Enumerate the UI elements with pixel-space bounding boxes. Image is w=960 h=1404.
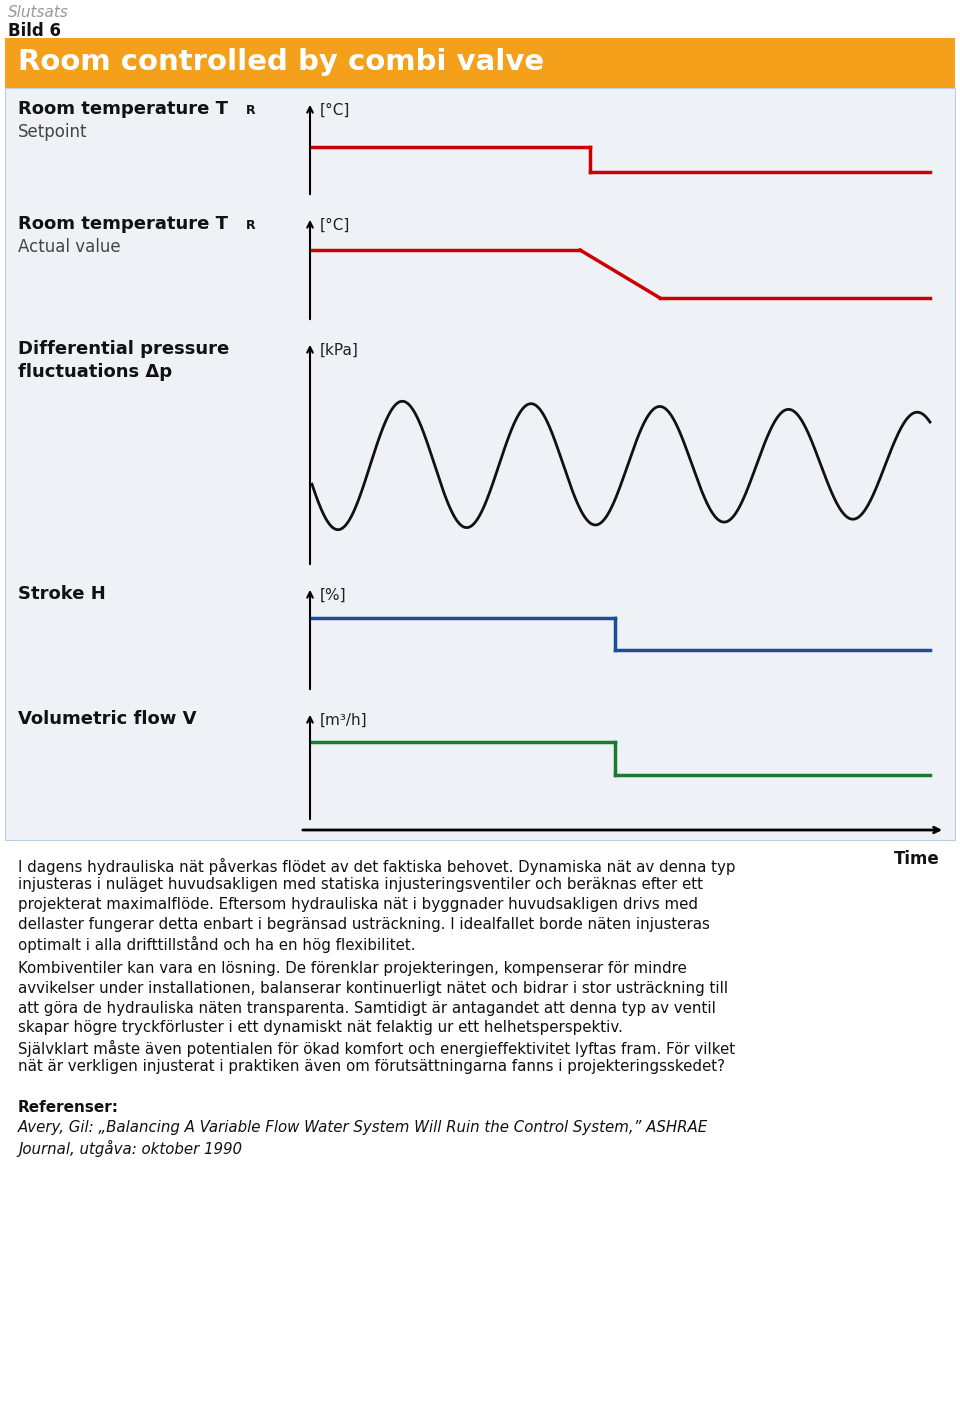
Text: optimalt i alla drifttillstånd och ha en hög flexibilitet.: optimalt i alla drifttillstånd och ha en… <box>18 936 416 953</box>
Text: skapar högre tryckförluster i ett dynamiskt nät felaktig ur ett helhetsperspekti: skapar högre tryckförluster i ett dynami… <box>18 1019 623 1035</box>
Text: Referenser:: Referenser: <box>18 1101 119 1116</box>
Text: projekterat maximalflöde. Eftersom hydrauliska nät i byggnader huvudsakligen dri: projekterat maximalflöde. Eftersom hydra… <box>18 897 698 913</box>
Text: R: R <box>246 219 255 232</box>
Text: Actual value: Actual value <box>18 239 121 256</box>
Text: Room temperature T: Room temperature T <box>18 100 228 118</box>
Text: att göra de hydrauliska näten transparenta. Samtidigt är antagandet att denna ty: att göra de hydrauliska näten transparen… <box>18 1001 716 1015</box>
Bar <box>5 88 955 840</box>
Text: Kombiventiler kan vara en lösning. De förenklar projekteringen, kompenserar för : Kombiventiler kan vara en lösning. De fö… <box>18 962 686 977</box>
Text: [m³/h]: [m³/h] <box>320 713 368 729</box>
Text: [°C]: [°C] <box>320 218 350 233</box>
Text: Stroke H: Stroke H <box>18 585 106 602</box>
Text: dellaster fungerar detta enbart i begränsad usträckning. I idealfallet borde nät: dellaster fungerar detta enbart i begrän… <box>18 917 709 931</box>
Text: [kPa]: [kPa] <box>320 343 359 358</box>
Text: fluctuations Δp: fluctuations Δp <box>18 364 172 380</box>
Text: Självklart måste även potentialen för ökad komfort och energieffektivitet lyftas: Självklart måste även potentialen för ök… <box>18 1039 735 1057</box>
Text: Bild 6: Bild 6 <box>8 22 61 39</box>
Text: I dagens hydrauliska nät påverkas flödet av det faktiska behovet. Dynamiska nät : I dagens hydrauliska nät påverkas flödet… <box>18 858 735 875</box>
Text: Room controlled by combi valve: Room controlled by combi valve <box>18 48 544 76</box>
Text: Room temperature T: Room temperature T <box>18 215 228 233</box>
Text: avvikelser under installationen, balanserar kontinuerligt nätet och bidrar i sto: avvikelser under installationen, balanse… <box>18 981 728 995</box>
Text: Avery, Gil: „Balancing A Variable Flow Water System Will Ruin the Control System: Avery, Gil: „Balancing A Variable Flow W… <box>18 1120 708 1134</box>
Text: Journal, utgåva: oktober 1990: Journal, utgåva: oktober 1990 <box>18 1140 242 1157</box>
Text: Setpoint: Setpoint <box>18 124 87 140</box>
Text: [%]: [%] <box>320 588 347 602</box>
Text: Time: Time <box>895 849 940 868</box>
Text: injusteras i nuläget huvudsakligen med statiska injusteringsventiler och beräkna: injusteras i nuläget huvudsakligen med s… <box>18 878 703 893</box>
Bar <box>5 38 955 88</box>
Text: Differential pressure: Differential pressure <box>18 340 229 358</box>
Text: nät är verkligen injusterat i praktiken även om förutsättningarna fanns i projek: nät är verkligen injusterat i praktiken … <box>18 1059 725 1074</box>
Text: Volumetric flow V: Volumetric flow V <box>18 710 197 729</box>
Text: [°C]: [°C] <box>320 102 350 118</box>
Text: Slutsats: Slutsats <box>8 6 69 20</box>
Text: R: R <box>246 104 255 117</box>
